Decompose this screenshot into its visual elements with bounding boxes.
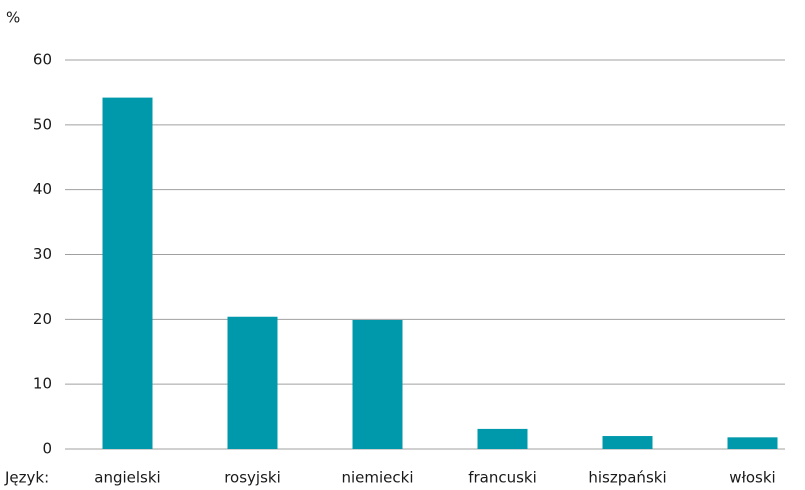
bar [727, 437, 778, 449]
x-tick-label: niemiecki [341, 469, 413, 487]
y-tick-label: 10 [33, 375, 52, 393]
x-tick-label: angielski [94, 469, 160, 487]
bar [227, 316, 278, 449]
bar [602, 436, 653, 449]
y-tick-label: 0 [42, 440, 52, 458]
y-tick-label: 30 [33, 245, 52, 263]
y-tick-label: 60 [33, 51, 52, 69]
x-tick-label: włoski [729, 469, 775, 487]
x-tick-label: francuski [468, 469, 537, 487]
x-tick-label: hiszpański [588, 469, 666, 487]
bar [102, 97, 153, 449]
y-axis-label: % [6, 9, 20, 27]
bar [477, 428, 528, 449]
y-tick-label: 40 [33, 180, 52, 198]
bar [352, 319, 403, 449]
y-tick-label: 20 [33, 310, 52, 328]
x-tick-label: rosyjski [224, 469, 281, 487]
y-tick-label: 50 [33, 115, 52, 133]
x-axis-label: Język: [4, 469, 49, 487]
